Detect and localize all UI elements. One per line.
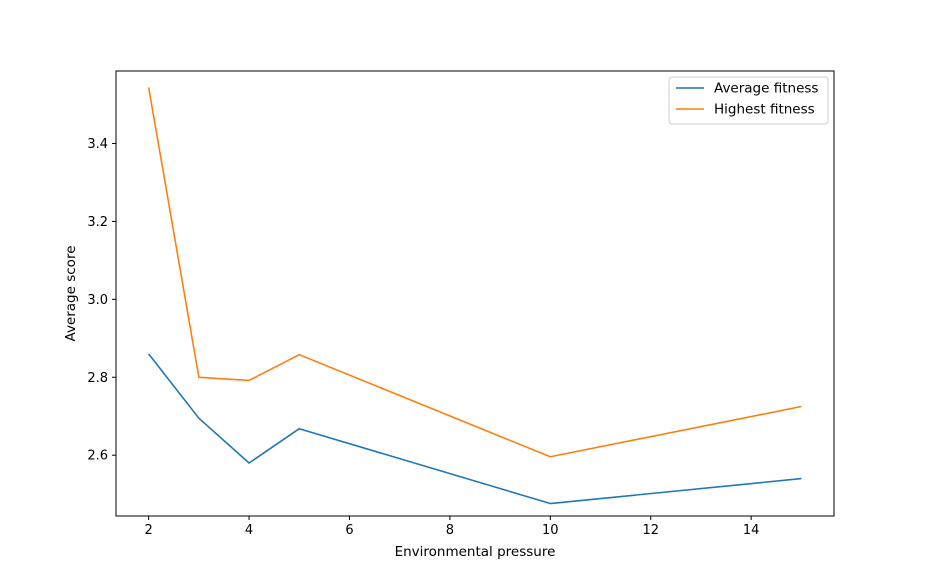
y-tick-label: 2.6 bbox=[87, 449, 108, 464]
y-tick-label: 2.8 bbox=[87, 371, 108, 386]
x-axis-label: Environmental pressure bbox=[395, 544, 556, 560]
series-line-average-fitness bbox=[148, 353, 802, 505]
legend: Average fitness Highest fitness bbox=[668, 76, 829, 125]
y-axis-label: Average score bbox=[63, 245, 79, 341]
legend-label: Highest fitness bbox=[714, 102, 815, 118]
x-tick-label: 14 bbox=[743, 523, 760, 538]
y-axis-ticks: 2.6 2.8 3.0 3.2 3.4 bbox=[87, 137, 116, 464]
y-tick-label: 3.0 bbox=[87, 293, 108, 308]
legend-box bbox=[668, 76, 829, 125]
series-line-highest-fitness bbox=[147, 87, 802, 458]
plot-frame bbox=[115, 70, 835, 517]
legend-label: Average fitness bbox=[714, 81, 818, 97]
x-tick-label: 4 bbox=[245, 523, 253, 538]
y-tick-label: 3.2 bbox=[87, 215, 108, 230]
x-tick-label: 10 bbox=[542, 523, 559, 538]
series-layer bbox=[147, 87, 802, 505]
x-axis-ticks: 2 4 6 8 10 12 14 bbox=[144, 516, 759, 538]
y-tick-label: 3.4 bbox=[87, 137, 108, 152]
x-tick-label: 2 bbox=[144, 523, 152, 538]
x-tick-label: 6 bbox=[345, 523, 353, 538]
x-tick-label: 12 bbox=[642, 523, 659, 538]
x-tick-label: 8 bbox=[446, 523, 454, 538]
